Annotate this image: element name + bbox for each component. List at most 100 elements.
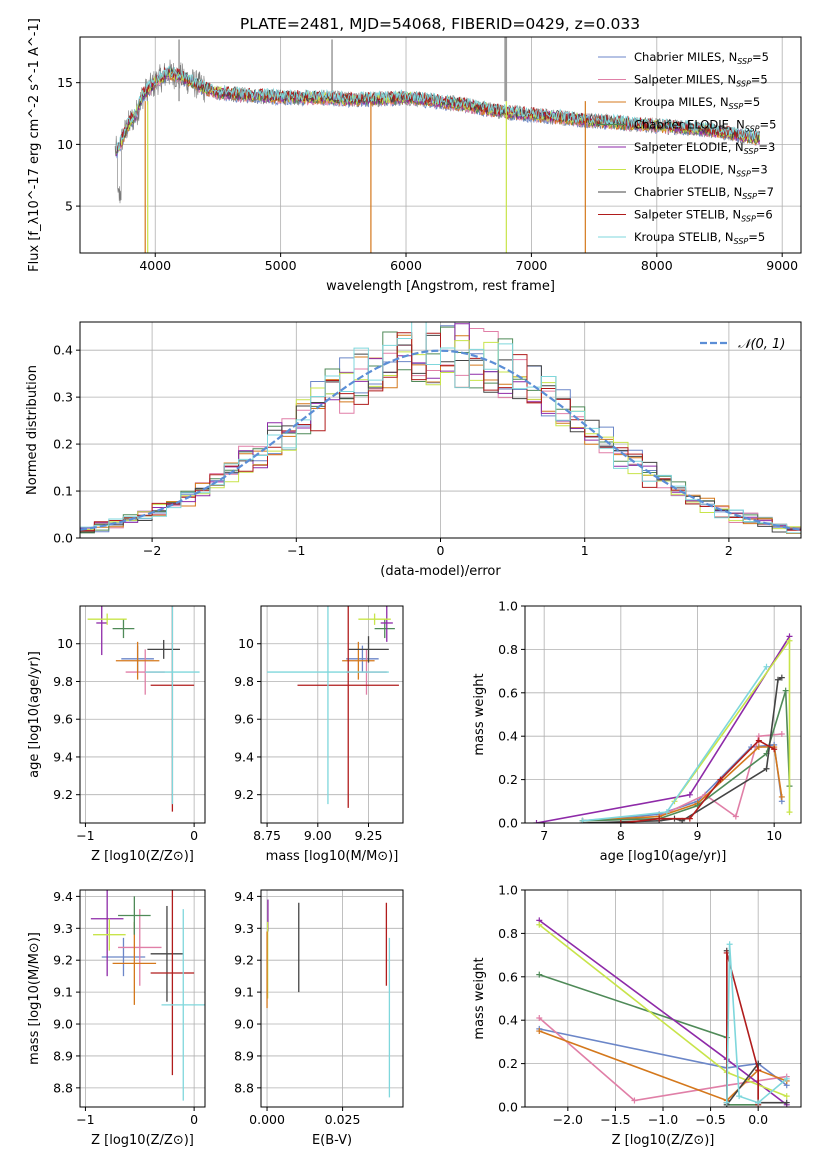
spectrum-xlabel: wavelength [Angstrom, rest frame] — [326, 279, 555, 294]
legend-label-chabrier_elodie: Chabrier ELODIE, NSSP=5 — [634, 118, 776, 134]
series-marker-kroupa_elodie — [536, 921, 543, 928]
y-tick-label: 9.4 — [53, 889, 73, 904]
series-marker-kroupa_elodie — [786, 809, 793, 816]
y-tick-label: 9.4 — [234, 889, 254, 904]
y-tick-label: 0.6 — [498, 685, 518, 700]
x-tick-label: 0 — [190, 828, 198, 843]
series-marker-kroupa_stelib — [755, 1099, 762, 1106]
legend-label-gauss: 𝒩(0, 1) — [738, 337, 785, 352]
y-tick-label: 0.0 — [498, 1100, 518, 1115]
series-marker-salpeter_stelib — [755, 737, 762, 744]
x-tick-label: −1.5 — [600, 1112, 630, 1127]
mass_weight_vs_Z-ylabel: mass weight — [472, 957, 487, 1039]
series-marker-kroupa_stelib — [663, 809, 670, 816]
x-tick-label: 9.00 — [304, 828, 332, 843]
y-tick-label: 9.6 — [53, 712, 73, 727]
x-tick-label: 0 — [437, 543, 445, 558]
x-tick-label: 7000 — [516, 258, 548, 273]
y-tick-label: 0.4 — [498, 729, 518, 744]
series-marker-chabrier_elodie — [782, 687, 789, 694]
y-tick-label: 0.4 — [53, 343, 73, 358]
x-tick-label: 8.75 — [253, 828, 281, 843]
series-marker-kroupa_miles — [778, 793, 785, 800]
age_vs_Z-axes — [80, 606, 205, 823]
series-marker-kroupa_stelib — [763, 663, 770, 670]
x-tick-label: −1 — [287, 543, 305, 558]
mass_weight_vs_Z-xlabel: Z [log10(Z/Z⊙)] — [612, 1133, 715, 1148]
mass_vs_Z-frame — [79, 889, 206, 1108]
y-tick-label: 0.0 — [498, 816, 518, 831]
series-line-salpeter_stelib — [725, 952, 760, 1105]
y-tick-label: 10 — [57, 137, 73, 152]
age_vs_mass-xlabel: mass [log10(M/M⊙)] — [266, 849, 399, 864]
mass_vs_ebv-xlabel: E(B-V) — [312, 1133, 352, 1148]
spectrum-axes — [80, 37, 801, 253]
spectrum-ylabel: Flux [f_λ10^-17 erg cm^-2 s^-1 A^-1] — [27, 18, 42, 272]
series-line-chabrier_elodie — [582, 690, 791, 822]
x-tick-label: 0 — [190, 1112, 198, 1127]
y-tick-label: 10 — [57, 636, 73, 651]
y-tick-label: 9.3 — [53, 921, 73, 936]
series-marker-salpeter_miles — [732, 813, 739, 820]
y-tick-label: 9.2 — [53, 787, 73, 802]
residual_hist-ylabel: Normed distribution — [25, 365, 40, 495]
age_vs_mass-axes — [261, 606, 403, 823]
age_vs_Z-xlabel: Z [log10(Z/Z⊙)] — [91, 849, 194, 864]
y-tick-label: 1.0 — [498, 883, 518, 898]
x-tick-label: 0.025 — [325, 1112, 361, 1127]
series-line-salpeter_miles — [538, 1017, 787, 1102]
y-tick-label: 9.6 — [234, 712, 254, 727]
x-tick-label: 9 — [694, 828, 702, 843]
series-marker-kroupa_stelib — [783, 1075, 790, 1082]
legend-label-salpeter_miles: Salpeter MILES, NSSP=5 — [634, 73, 768, 89]
y-tick-label: 8.9 — [234, 1048, 254, 1063]
series-marker-kroupa_elodie — [786, 637, 793, 644]
x-tick-label: −1 — [76, 828, 94, 843]
mass_vs_ebv-frame — [260, 889, 404, 1108]
mass_vs_ebv-axes — [261, 890, 403, 1107]
series-line-salpeter_elodie — [536, 635, 791, 823]
mass_weight_vs_age-xlabel: age [log10(age/yr)] — [600, 849, 727, 864]
legend-label-kroupa_miles: Kroupa MILES, NSSP=5 — [634, 95, 760, 111]
series-marker-salpeter_stelib — [686, 815, 693, 822]
age_vs_Z-frame — [79, 605, 206, 824]
legend-label-chabrier_miles: Chabrier MILES, NSSP=5 — [634, 50, 769, 66]
y-tick-label: 0.6 — [498, 969, 518, 984]
series-marker-salpeter_miles — [778, 731, 785, 738]
x-tick-label: −0.5 — [695, 1112, 725, 1127]
y-tick-label: 8.8 — [234, 1080, 254, 1095]
legend-label-chabrier_stelib: Chabrier STELIB, NSSP=7 — [634, 185, 774, 201]
series-marker-kroupa_stelib — [736, 1093, 743, 1100]
legend-label-kroupa_stelib: Kroupa STELIB, NSSP=5 — [634, 230, 765, 246]
x-tick-label: 1 — [581, 543, 589, 558]
series-marker-salpeter_elodie — [686, 791, 693, 798]
gaussian-curve — [80, 349, 801, 531]
x-tick-label: 8000 — [641, 258, 673, 273]
y-tick-label: 9.4 — [234, 749, 254, 764]
y-tick-label: 0.8 — [498, 926, 518, 941]
series-marker-salpeter_miles — [536, 1015, 543, 1022]
y-tick-label: 0.0 — [53, 531, 73, 546]
mass_weight_vs_age-axes — [525, 605, 801, 824]
x-tick-label: 2 — [725, 543, 733, 558]
series-marker-chabrier_stelib — [778, 674, 785, 681]
series-marker-salpeter_miles — [631, 1097, 638, 1104]
y-tick-label: 0.1 — [53, 484, 73, 499]
series-marker-kroupa_elodie — [783, 1093, 790, 1100]
y-tick-label: 9.8 — [234, 674, 254, 689]
y-tick-label: 0.8 — [498, 642, 518, 657]
series-marker-kroupa_stelib — [723, 1099, 730, 1106]
x-tick-label: −1.0 — [648, 1112, 678, 1127]
y-tick-label: 5 — [65, 199, 73, 214]
x-tick-label: −1 — [76, 1112, 94, 1127]
figure-title: PLATE=2481, MJD=54068, FIBERID=0429, z=0… — [240, 15, 640, 33]
y-tick-label: 9.8 — [53, 674, 73, 689]
y-tick-label: 8.9 — [53, 1048, 73, 1063]
x-tick-label: −2 — [143, 543, 161, 558]
series-marker-chabrier_stelib — [763, 765, 770, 772]
mass_weight_vs_age-ylabel: mass weight — [472, 673, 487, 755]
x-tick-label: 4000 — [139, 258, 171, 273]
series-line-chabrier_stelib — [582, 676, 783, 823]
series-marker-kroupa_stelib — [726, 941, 733, 948]
